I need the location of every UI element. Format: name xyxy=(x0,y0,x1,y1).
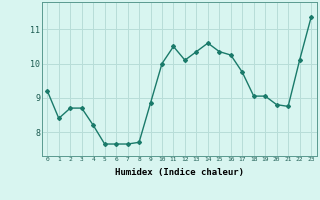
X-axis label: Humidex (Indice chaleur): Humidex (Indice chaleur) xyxy=(115,168,244,177)
